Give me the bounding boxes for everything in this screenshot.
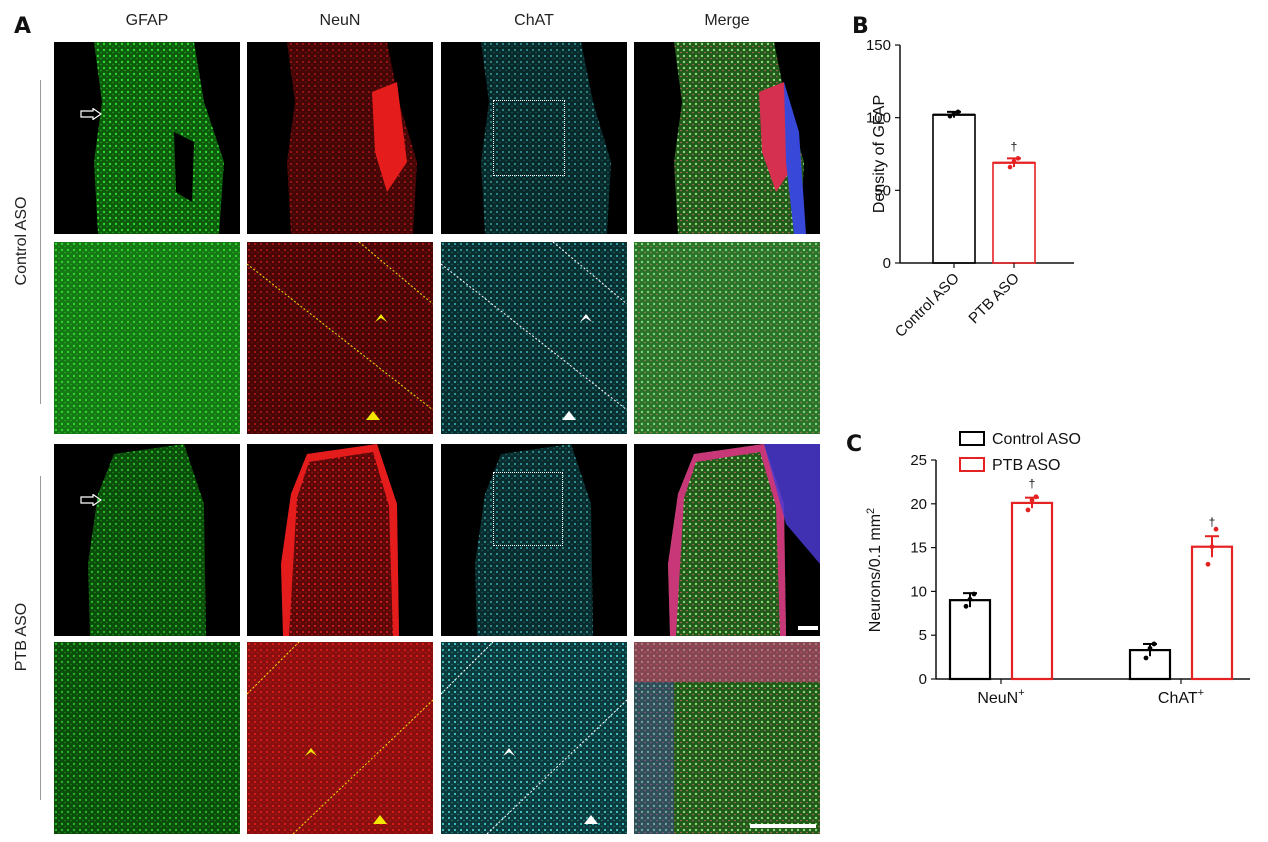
micrograph-ptb-neun-zoom	[247, 642, 433, 834]
chevron-marker	[503, 748, 515, 756]
data-point	[1143, 655, 1149, 661]
data-point	[1011, 158, 1017, 164]
triangle-marker	[562, 411, 576, 420]
chart-b-gfap-density: 0 50 100 150 Density of GFAP Control ASO † PTB …	[866, 37, 1074, 341]
bar-2	[992, 161, 1036, 264]
micrograph-control-neun-zoom	[247, 242, 433, 434]
bar-1	[932, 113, 976, 264]
panel-letter-a: A	[14, 14, 32, 39]
x-tick-label-chat: ChAT+	[1158, 687, 1204, 707]
triangle-marker	[366, 411, 380, 420]
bar-chat-2	[1190, 545, 1234, 681]
y-tick-label: 150	[866, 37, 891, 54]
micrograph-ptb-gfap-overview	[54, 444, 240, 636]
y-tick-label: 15	[910, 540, 927, 557]
y-tick-label: 0	[919, 671, 927, 688]
data-point	[1205, 561, 1211, 567]
data-point	[1007, 164, 1013, 170]
column-header-merge: Merge	[704, 12, 750, 29]
open-arrow-icon	[80, 494, 102, 506]
dotted-inset-box	[493, 472, 563, 546]
micrograph-ptb-merge-zoom	[634, 642, 820, 834]
row-divider-control	[40, 80, 41, 404]
legend-swatch-2	[959, 457, 985, 472]
dotted-boundary-line	[247, 642, 300, 695]
data-point	[1033, 494, 1039, 500]
panel-letter-b: B	[852, 14, 869, 39]
row-divider-ptb	[40, 476, 41, 800]
column-header-gfap: GFAP	[125, 12, 169, 29]
y-axis-label: Neurons/0.1 mm2	[865, 508, 884, 632]
legend-label-2: PTB ASO	[992, 457, 1060, 474]
micrograph-control-neun-overview	[247, 42, 433, 234]
scale-bar	[798, 626, 818, 630]
y-tick-label: 25	[910, 452, 927, 469]
triangle-marker	[373, 815, 387, 824]
triangle-marker	[584, 815, 598, 824]
micrograph-control-merge-zoom	[634, 242, 820, 434]
column-header-neun: NeuN	[319, 12, 361, 29]
chevron-marker	[580, 314, 592, 322]
scale-bar	[750, 824, 816, 828]
dotted-inset-box	[493, 100, 565, 176]
data-point	[1025, 507, 1031, 513]
significance-mark: †	[1209, 515, 1216, 529]
data-point	[1213, 526, 1219, 532]
dotted-boundary-line	[247, 263, 433, 411]
micrograph-control-chat-zoom	[441, 242, 627, 434]
data-point	[1151, 641, 1157, 647]
dotted-boundary-line	[358, 242, 433, 305]
dotted-boundary-line	[552, 242, 627, 305]
data-point	[971, 591, 977, 597]
significance-mark: †	[1011, 139, 1018, 153]
micrograph-ptb-gfap-zoom	[54, 642, 240, 834]
data-point	[955, 109, 961, 115]
panel-letter-c: C	[846, 432, 863, 457]
y-tick-label: 50	[874, 182, 891, 199]
y-tick-label: 5	[919, 627, 927, 644]
y-tick-label: 10	[910, 583, 927, 600]
micrograph-control-chat-overview	[441, 42, 627, 234]
micrograph-ptb-chat-zoom	[441, 642, 627, 834]
data-point	[967, 596, 973, 602]
data-point	[951, 111, 957, 116]
column-header-chat: ChAT	[514, 12, 554, 29]
data-point	[947, 113, 953, 119]
x-tick-label: PTB ASO	[965, 270, 1022, 327]
bar-neun-1	[948, 599, 992, 681]
data-point	[1029, 497, 1035, 503]
chart-c-neuron-counts: 0 5 10 15 20 25 Neurons/0.1 mm2 Control ASO PTB …	[865, 431, 1250, 707]
x-tick-label-neun: NeuN+	[977, 687, 1024, 707]
y-axis-label: Density of GFAP	[871, 95, 888, 213]
significance-mark: †	[1029, 477, 1036, 491]
chevron-marker	[305, 748, 317, 756]
y-tick-label: 100	[866, 110, 891, 127]
dotted-boundary-line	[441, 263, 627, 411]
y-tick-label: 0	[883, 255, 891, 272]
micrograph-ptb-neun-overview	[247, 444, 433, 636]
data-point	[1147, 645, 1153, 651]
chevron-marker	[375, 314, 387, 322]
dotted-boundary-line	[486, 699, 627, 834]
legend-label-1: Control ASO	[992, 431, 1081, 448]
x-tick-label: Control ASO	[892, 270, 963, 341]
data-point	[1015, 156, 1021, 161]
micrograph-control-merge-overview	[634, 42, 820, 234]
data-point	[963, 603, 969, 609]
data-point	[1209, 544, 1215, 550]
micrograph-ptb-chat-overview	[441, 444, 627, 636]
dotted-boundary-line	[441, 642, 494, 695]
micrograph-control-gfap-zoom	[54, 242, 240, 434]
open-arrow-icon	[80, 108, 102, 120]
row-label-control-aso: Control ASO	[13, 196, 30, 286]
dotted-boundary-line	[292, 699, 433, 834]
y-tick-label: 20	[910, 496, 927, 513]
row-label-ptb-aso: PTB ASO	[13, 602, 30, 672]
legend-swatch-1	[959, 431, 985, 446]
bar-neun-2	[1010, 501, 1054, 681]
micrograph-control-gfap-overview	[54, 42, 240, 234]
micrograph-ptb-merge-overview	[634, 444, 820, 636]
